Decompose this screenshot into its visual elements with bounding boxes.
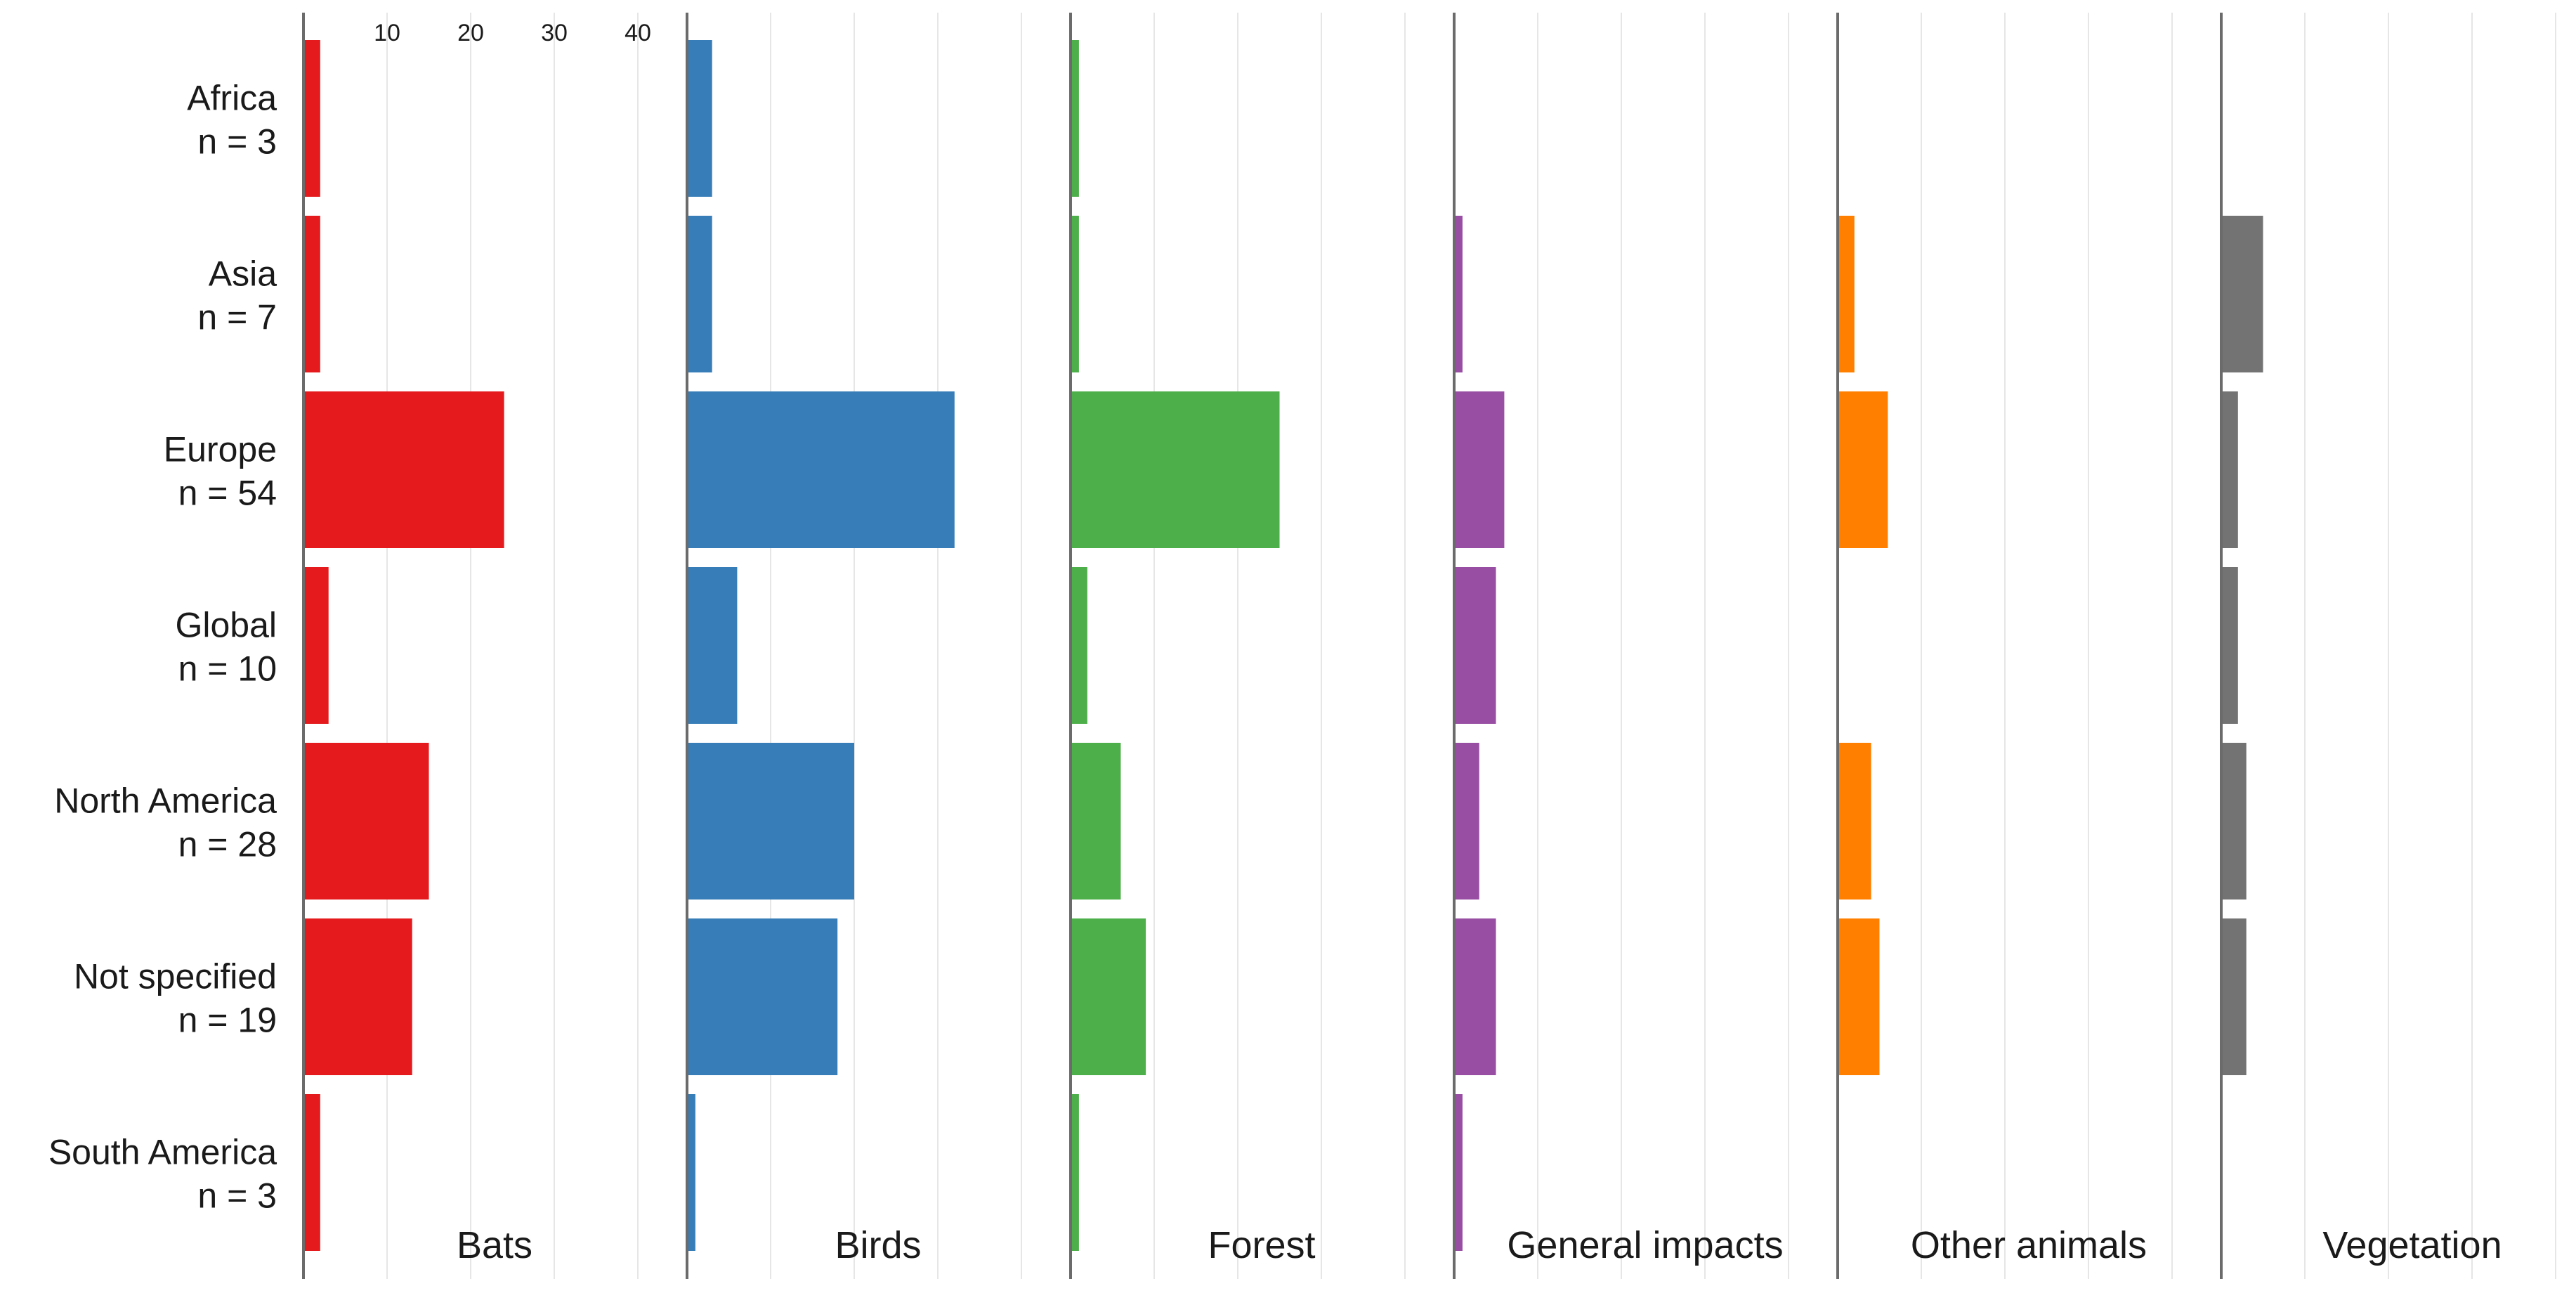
bar-forest-global [1071, 567, 1087, 724]
panel-title-birds: Birds [835, 1224, 921, 1266]
bar-general-impacts-north-america [1454, 743, 1479, 899]
bar-bats-north-america [303, 743, 429, 899]
bar-birds-africa [687, 40, 712, 197]
region-count-south-america: n = 3 [197, 1176, 277, 1216]
bar-other-animals-north-america [1838, 743, 1871, 899]
bar-bats-asia [303, 216, 320, 372]
region-count-global: n = 10 [178, 649, 277, 689]
bar-layer [303, 40, 2263, 1251]
faceted-bar-chart: Bats Birds Forest General impacts Other anim… [0, 0, 2576, 1312]
region-name-south-america: South America [48, 1133, 277, 1172]
bar-vegetation-north-america [2221, 743, 2247, 899]
bar-vegetation-global [2221, 567, 2238, 724]
region-count-not-specified: n = 19 [178, 1001, 277, 1040]
label-layer: Bats Birds Forest General impacts Other anim… [48, 20, 2502, 1266]
x-tick-label-20: 20 [457, 20, 484, 46]
region-name-not-specified: Not specified [74, 957, 277, 996]
bar-birds-europe [687, 391, 955, 548]
bar-bats-not-specified [303, 918, 412, 1075]
region-count-north-america: n = 28 [178, 825, 277, 864]
region-count-asia: n = 7 [197, 298, 277, 337]
bar-birds-global [687, 567, 737, 724]
panel-title-forest: Forest [1208, 1224, 1315, 1266]
bar-bats-global [303, 567, 329, 724]
x-tick-label-40: 40 [625, 20, 651, 46]
bar-other-animals-not-specified [1838, 918, 1880, 1075]
bar-forest-not-specified [1071, 918, 1146, 1075]
bar-bats-africa [303, 40, 320, 197]
bar-other-animals-europe [1838, 391, 1888, 548]
region-name-north-america: North America [54, 781, 277, 821]
bar-birds-asia [687, 216, 712, 372]
region-count-europe: n = 54 [178, 474, 277, 513]
region-count-africa: n = 3 [197, 122, 277, 162]
region-name-global: Global [175, 606, 277, 645]
bar-birds-north-america [687, 743, 854, 899]
bar-bats-south-america [303, 1094, 320, 1251]
bar-general-impacts-global [1454, 567, 1496, 724]
region-name-africa: Africa [187, 79, 277, 118]
panel-title-other-animals: Other animals [1911, 1224, 2147, 1266]
bar-vegetation-europe [2221, 391, 2238, 548]
bar-general-impacts-europe [1454, 391, 1504, 548]
bar-general-impacts-not-specified [1454, 918, 1496, 1075]
panel-title-general-impacts: General impacts [1507, 1224, 1783, 1266]
axis-layer [303, 13, 2221, 1279]
x-tick-label-30: 30 [541, 20, 568, 46]
panel-title-bats: Bats [457, 1224, 532, 1266]
bar-forest-europe [1071, 391, 1280, 548]
bar-other-animals-asia [1838, 216, 1855, 372]
bar-vegetation-not-specified [2221, 918, 2247, 1075]
bar-birds-not-specified [687, 918, 837, 1075]
region-name-asia: Asia [209, 254, 277, 294]
panel-title-vegetation: Vegetation [2322, 1224, 2502, 1266]
bar-vegetation-asia [2221, 216, 2263, 372]
x-tick-label-10: 10 [374, 20, 400, 46]
region-name-europe: Europe [164, 430, 277, 469]
bar-forest-north-america [1071, 743, 1120, 899]
bar-bats-europe [303, 391, 504, 548]
